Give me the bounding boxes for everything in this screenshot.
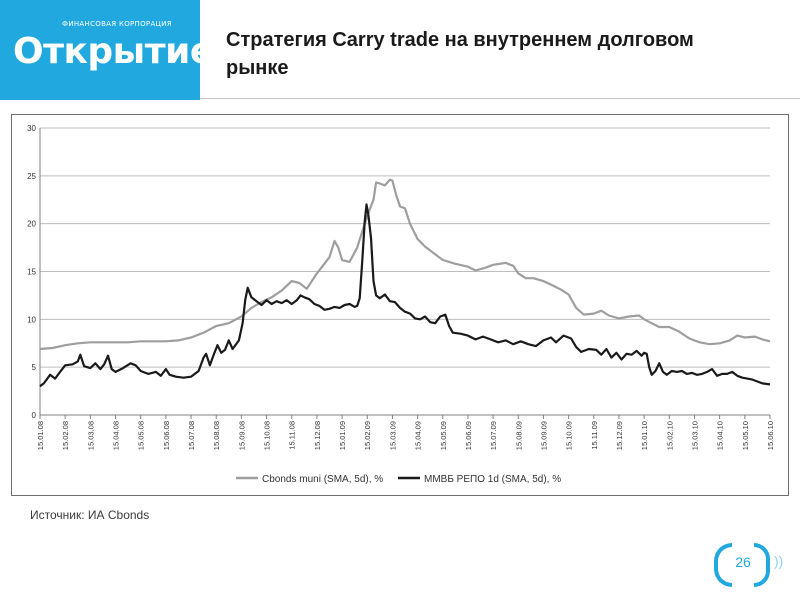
x-tick-label: 15.05.09	[439, 421, 448, 450]
x-tick-label: 15.05.08	[137, 421, 146, 450]
legend-label: Cbonds muni (SMA, 5d), %	[262, 474, 383, 485]
x-tick-label: 15.10.09	[565, 421, 574, 450]
x-tick-label: 15.06.09	[464, 421, 473, 450]
y-tick-label: 10	[27, 315, 36, 324]
x-tick-label: 15.07.08	[187, 421, 196, 450]
x-tick-label: 15.01.08	[36, 421, 45, 450]
x-tick-label: 15.03.08	[86, 421, 95, 450]
x-tick-label: 15.01.09	[338, 421, 347, 450]
x-tick-label: 15.04.10	[716, 421, 725, 450]
x-tick-label: 15.08.09	[514, 421, 523, 450]
x-tick-label: 15.12.08	[313, 421, 322, 450]
company-logo: ФИНАНСОВАЯ КОРПОРАЦИЯ Открытие	[0, 0, 214, 100]
x-tick-label: 15.02.09	[363, 421, 372, 450]
page-number-badge: 26 ))	[714, 543, 790, 587]
x-tick-label: 15.05.10	[741, 421, 750, 450]
left-bracket-icon	[714, 543, 732, 587]
x-tick-label: 15.03.10	[690, 421, 699, 450]
x-tick-label: 15.11.09	[590, 421, 599, 450]
logo-wordmark: Открытие	[13, 31, 214, 72]
series-line-cbonds-muni	[39, 178, 771, 351]
source-note: Источник: ИА Cbonds	[30, 508, 150, 522]
legend-label: ММВБ РЕПО 1d (SMA, 5d), %	[424, 474, 561, 485]
chart-frame	[11, 114, 789, 496]
x-tick-label: 15.01.10	[640, 421, 649, 450]
series-line-micex-repo	[39, 203, 771, 388]
page-number: 26	[735, 554, 751, 570]
y-tick-label: 25	[27, 172, 36, 181]
x-tick-label: 15.06.10	[766, 421, 775, 450]
x-tick-label: 15.03.09	[388, 421, 397, 450]
y-tick-label: 5	[32, 363, 37, 372]
y-tick-label: 30	[27, 124, 36, 133]
x-tick-label: 15.08.08	[212, 421, 221, 450]
x-tick-label: 15.11.08	[288, 421, 297, 450]
x-tick-label: 15.07.09	[489, 421, 498, 450]
logo-subtitle: ФИНАНСОВАЯ КОРПОРАЦИЯ	[62, 20, 172, 28]
y-tick-label: 20	[27, 220, 36, 229]
x-tick-label: 15.09.09	[539, 421, 548, 450]
x-tick-label: 15.04.09	[414, 421, 423, 450]
x-tick-label: 15.09.08	[237, 421, 246, 450]
x-tick-label: 15.12.09	[615, 421, 624, 450]
page-dots: ))	[774, 553, 784, 569]
slide-title: Стратегия Carry trade на внутреннем долг…	[226, 29, 694, 79]
header-divider	[200, 98, 800, 99]
x-tick-label: 15.06.08	[162, 421, 171, 450]
x-tick-label: 15.10.08	[263, 421, 272, 450]
x-tick-label: 15.02.10	[665, 421, 674, 450]
x-tick-label: 15.04.08	[112, 421, 121, 450]
y-tick-label: 15	[27, 268, 36, 277]
y-tick-label: 0	[32, 411, 37, 420]
x-tick-label: 15.02.08	[61, 421, 70, 450]
